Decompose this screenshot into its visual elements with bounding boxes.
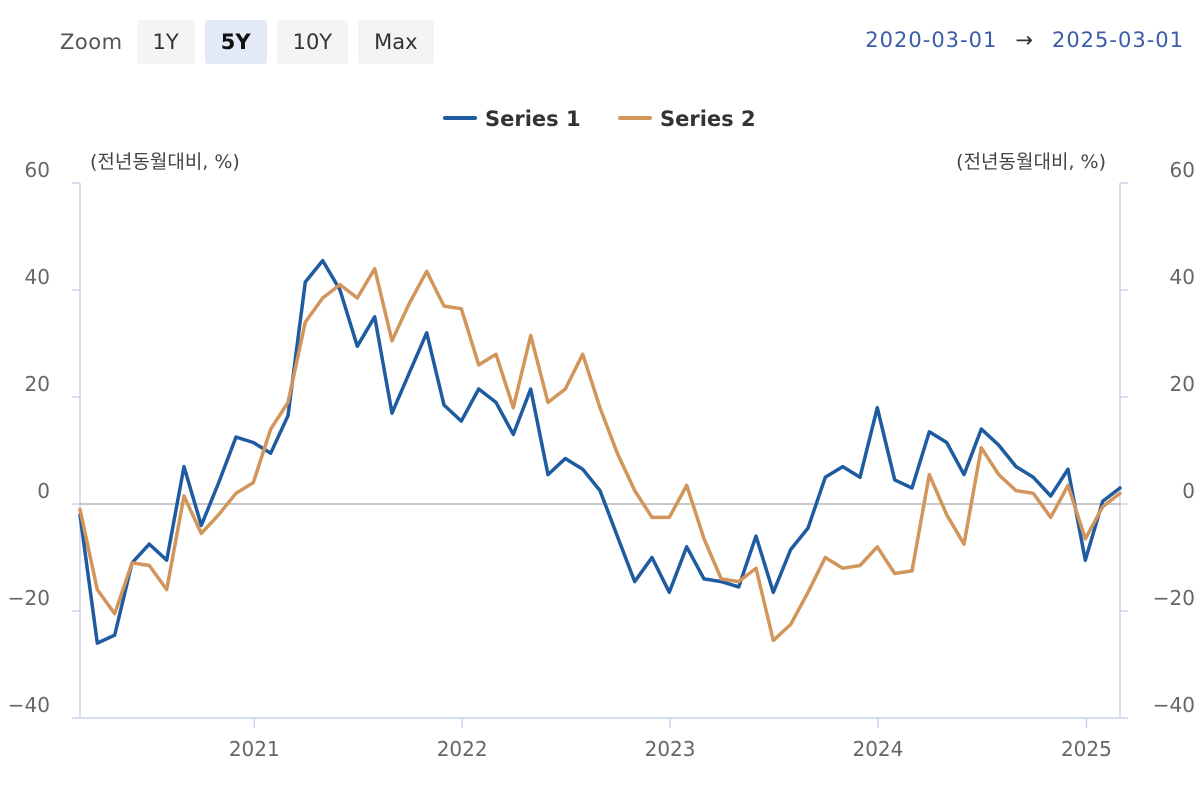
left-y-tick-label: 0 [37, 479, 50, 503]
right-y-tick-label: 60 [1170, 158, 1195, 182]
left-y-tick-label: −20 [8, 586, 50, 610]
zoom-max-button[interactable]: Max [358, 20, 434, 64]
left-y-tick-label: 60 [25, 158, 50, 182]
series-lines [78, 258, 1122, 645]
x-tick-label: 2021 [229, 737, 280, 761]
range-arrow: → [1015, 28, 1034, 52]
zoom-10y-button[interactable]: 10Y [276, 20, 349, 64]
legend-item-series-2[interactable]: Series 2 [618, 107, 756, 131]
x-tick-label: 2024 [852, 737, 903, 761]
range-to-date[interactable]: 2025-03-01 [1051, 28, 1184, 52]
date-range: 2020-03-01 → 2025-03-01 [865, 28, 1184, 52]
right-y-tick-label: −20 [1153, 586, 1195, 610]
legend[interactable]: Series 1 Series 2 [443, 107, 756, 131]
zoom-label: Zoom [60, 30, 123, 54]
left-axis-unit-label: (전년동월대비, %) [90, 151, 240, 173]
series-1-line[interactable] [78, 258, 1122, 645]
legend-item-series-1[interactable]: Series 1 [443, 107, 581, 131]
right-y-tick-label: 20 [1170, 372, 1195, 396]
series-2-line[interactable] [78, 266, 1122, 643]
zoom-5y-button[interactable]: 5Y [204, 20, 267, 64]
right-y-tick-label: −40 [1153, 693, 1195, 717]
axis-ticks: 60 60 40 40 20 20 0 0 −20 −20 −40 −40 2021 2022 2023 20… [8, 158, 1195, 761]
range-from-date[interactable]: 2020-03-01 [865, 28, 998, 52]
x-tick-label: 2023 [645, 737, 696, 761]
legend-label-series-2: Series 2 [660, 107, 756, 131]
right-y-tick-label: 0 [1182, 479, 1195, 503]
left-y-tick-label: 40 [25, 265, 50, 289]
right-y-tick-label: 40 [1170, 265, 1195, 289]
left-y-tick-label: −40 [8, 693, 50, 717]
zoom-1y-button[interactable]: 1Y [136, 20, 195, 64]
x-tick-label: 2022 [437, 737, 488, 761]
x-tick-label: 2025 [1061, 737, 1112, 761]
left-y-tick-label: 20 [25, 372, 50, 396]
zoom-toolbar: Zoom 1Y 5Y 10Y Max [60, 20, 434, 64]
legend-label-series-1: Series 1 [485, 107, 581, 131]
plot-frame [79, 183, 1121, 719]
right-axis-unit-label: (전년동월대비, %) [956, 151, 1106, 173]
